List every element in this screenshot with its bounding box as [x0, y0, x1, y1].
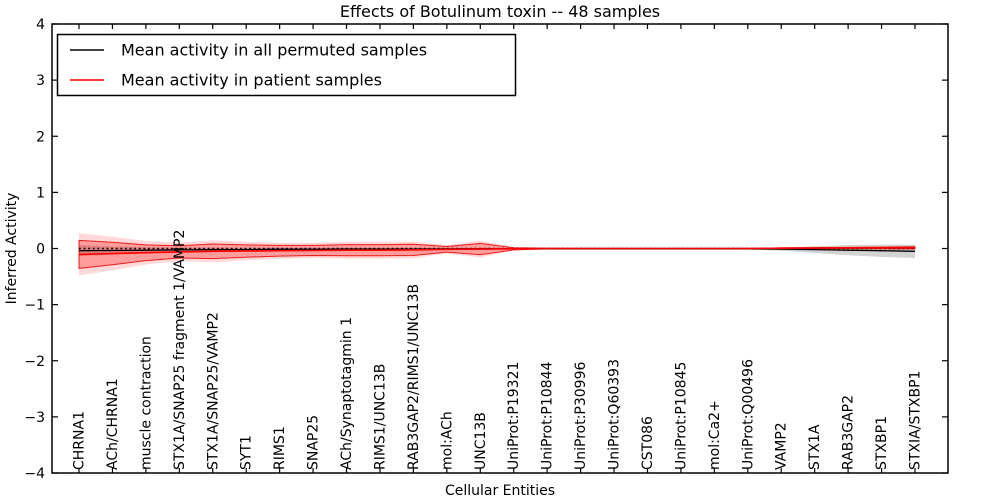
y-tick-label: 4 [36, 17, 45, 33]
y-tick-label: 0 [36, 242, 45, 258]
x-tick-label: SNAP25 [306, 415, 322, 470]
x-tick-label: CHRNA1 [72, 411, 88, 470]
series-patient-line [78, 247, 916, 256]
x-axis: CHRNA1 ACh/CHRNA1 muscle contraction STX1A/… [72, 24, 924, 473]
x-tick-label: STX1A/SNAP25/VAMP2 [205, 312, 221, 470]
y-tick-label: 2 [36, 129, 45, 145]
x-tick-label: mol:Ca2+ [707, 400, 723, 470]
y-tick-label: −2 [24, 354, 45, 370]
y-tick-label: −3 [24, 410, 45, 426]
x-tick-label: UniProt:Q60393 [607, 359, 623, 470]
svg-text:Mean activity in all permuted: Mean activity in all permuted samples [121, 41, 427, 60]
x-tick-label: UNC13B [473, 412, 489, 470]
series-patient-band-halo [79, 233, 915, 276]
x-tick-label: UniProt:P19321 [506, 362, 522, 470]
x-tick-label: RAB3GAP2/RIMS1/UNC13B [406, 284, 422, 470]
legend-entry-permuted: Mean activity in all permuted samples [70, 41, 427, 60]
legend-entry-patient: Mean activity in patient samples [70, 71, 382, 90]
series-patient-band [78, 239, 916, 269]
x-tick-label: ACh/CHRNA1 [105, 378, 121, 470]
svg-text:Mean activity in patient sampl: Mean activity in patient samples [121, 71, 382, 90]
x-tick-label: STX1A [807, 424, 823, 470]
x-tick-label: UniProt:P10844 [540, 362, 556, 470]
legend: Mean activity in all permuted samples Mea… [56, 33, 517, 97]
x-tick-label: STXIA/STXBP1 [908, 371, 924, 470]
x-tick-label: RIMS1 [272, 426, 288, 470]
x-tick-label: muscle contraction [138, 336, 154, 470]
x-tick-label: UniProt:P30996 [573, 362, 589, 470]
x-tick-label: UniProt:P10845 [673, 362, 689, 470]
y-tick-label: 1 [36, 185, 45, 201]
y-axis-label: Inferred Activity [4, 193, 20, 305]
x-tick-label: CST086 [640, 416, 656, 470]
y-axis: 4 3 2 1 0 −1 −2 −3 −4 [24, 17, 948, 482]
x-tick-label: RAB3GAP2 [841, 395, 857, 470]
x-tick-label: RIMS1/UNC13B [372, 364, 388, 470]
x-tick-label: VAMP2 [774, 422, 790, 470]
x-tick-label: STXBP1 [874, 416, 890, 470]
x-tick-label: SYT1 [239, 435, 255, 470]
x-axis-label: Cellular Entities [445, 483, 555, 499]
x-tick-label: UniProt:Q00496 [740, 359, 756, 470]
x-tick-label: ACh/Synaptotagmin 1 [339, 317, 355, 470]
y-tick-label: 3 [36, 73, 45, 89]
y-tick-label: −4 [24, 466, 45, 482]
y-tick-label: −1 [24, 298, 45, 314]
chart-title: Effects of Botulinum toxin -- 48 samples [340, 2, 660, 21]
x-tick-label: STX1A/SNAP25 fragment 1/VAMP2 [172, 230, 188, 470]
x-tick-label: mol:ACh [439, 411, 455, 470]
